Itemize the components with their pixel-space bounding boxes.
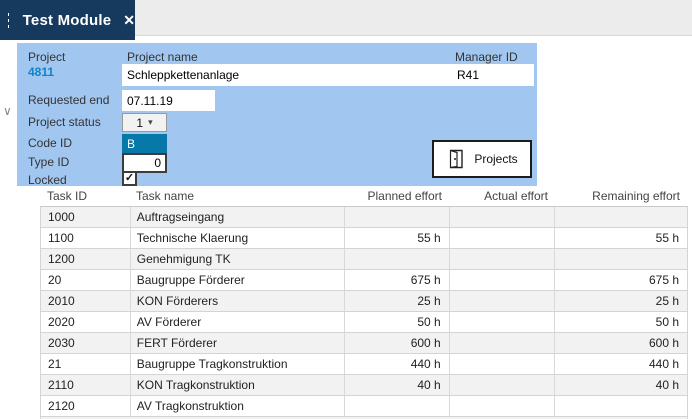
cell-task-id[interactable]: 2010	[41, 291, 131, 311]
close-icon[interactable]: ✕	[123, 12, 135, 28]
table-row: 2020 AV Förderer 50 h 50 h	[41, 312, 687, 333]
cell-remaining[interactable]: 55 h	[655, 231, 680, 245]
chevron-down-icon: ▾	[148, 117, 153, 127]
cell-task-id[interactable]: 2030	[41, 333, 131, 353]
table-row: 2110 KON Tragkonstruktion 40 h 40 h	[41, 375, 687, 396]
cell-planned[interactable]	[345, 396, 450, 416]
cell-remaining[interactable]: 675 h	[648, 273, 680, 287]
cell-remaining[interactable]: 25 h	[655, 294, 680, 308]
project-form-panel: Project Project name Manager ID 4811 Req…	[17, 43, 537, 187]
header-remaining-effort: Remaining effort	[592, 189, 680, 203]
cell-actual[interactable]	[450, 249, 556, 269]
cell-task-name[interactable]: KON Förderers	[131, 291, 346, 311]
cell-actual[interactable]	[450, 291, 556, 311]
cell-remaining[interactable]: 440 h	[648, 357, 680, 371]
cell-remaining[interactable]: 600 h	[648, 336, 680, 350]
code-id-label: Code ID	[28, 136, 73, 150]
cell-task-id[interactable]: 1200	[41, 249, 131, 269]
cell-task-name[interactable]: AV Tragkonstruktion	[131, 396, 346, 416]
cell-planned[interactable]: 25 h	[345, 291, 450, 311]
cell-actual[interactable]	[450, 354, 556, 374]
project-name-field[interactable]	[122, 64, 452, 86]
cell-task-id[interactable]: 20	[41, 270, 131, 290]
table-row: 21 Baugruppe Tragkonstruktion 440 h 440 h	[41, 354, 687, 375]
project-name-label: Project name	[127, 50, 198, 64]
table-row: 1000 Auftragseingang	[41, 207, 687, 228]
cell-planned[interactable]: 675 h	[345, 270, 450, 290]
cell-task-name[interactable]: Technische Klaerung	[131, 228, 346, 248]
cell-actual[interactable]	[450, 228, 556, 248]
cell-task-name[interactable]: Baugruppe Förderer	[131, 270, 346, 290]
cell-remaining[interactable]	[555, 249, 687, 269]
cell-planned[interactable]: 50 h	[345, 312, 450, 332]
table-row: 2120 AV Tragkonstruktion	[41, 396, 687, 417]
cell-task-id[interactable]: 2110	[41, 375, 131, 395]
cell-task-name[interactable]: FERT Förderer	[131, 333, 346, 353]
menu-icon[interactable]	[8, 12, 9, 28]
type-id-label: Type ID	[28, 155, 70, 169]
cell-task-id[interactable]: 2020	[41, 312, 131, 332]
header-task-id: Task ID	[47, 189, 88, 203]
cell-planned[interactable]: 600 h	[345, 333, 450, 353]
cell-planned[interactable]	[345, 249, 450, 269]
code-id-field[interactable]: B	[122, 134, 167, 154]
project-status-label: Project status	[28, 115, 101, 129]
project-status-select[interactable]: 1 ▾	[122, 113, 167, 132]
collapse-chevron-icon[interactable]: ∨	[3, 104, 12, 118]
projects-button-label: Projects	[474, 152, 518, 166]
cell-planned[interactable]: 55 h	[345, 228, 450, 248]
cell-task-name[interactable]: Baugruppe Tragkonstruktion	[131, 354, 346, 374]
project-status-value: 1	[136, 115, 144, 130]
task-table: Task ID Task name Planned effort Actual …	[40, 187, 688, 419]
cell-planned[interactable]: 440 h	[345, 354, 450, 374]
cell-actual[interactable]	[450, 375, 556, 395]
requested-end-field[interactable]	[122, 90, 215, 111]
cell-remaining[interactable]: 50 h	[655, 315, 680, 329]
cell-task-name[interactable]: KON Tragkonstruktion	[131, 375, 346, 395]
cell-planned[interactable]: 40 h	[345, 375, 450, 395]
type-id-field[interactable]	[122, 153, 167, 173]
task-table-body: 1000 Auftragseingang 1100 Technische Klaeru…	[40, 206, 688, 419]
cell-actual[interactable]	[450, 333, 556, 353]
cell-remaining[interactable]	[555, 207, 687, 227]
cell-task-name[interactable]: Auftragseingang	[131, 207, 346, 227]
cell-actual[interactable]	[450, 396, 556, 416]
tab-test-module[interactable]: Test Module ✕	[0, 0, 135, 40]
table-row: 1100 Technische Klaerung 55 h 55 h	[41, 228, 687, 249]
manager-id-field[interactable]	[452, 64, 534, 86]
cell-remaining[interactable]: 40 h	[655, 378, 680, 392]
cell-planned[interactable]	[345, 207, 450, 227]
cell-task-id[interactable]: 21	[41, 354, 131, 374]
header-planned-effort: Planned effort	[367, 189, 442, 203]
cell-actual[interactable]	[450, 312, 556, 332]
cell-actual[interactable]	[450, 270, 556, 290]
header-task-name: Task name	[136, 189, 195, 203]
cell-task-name[interactable]: Genehmigung TK	[131, 249, 346, 269]
cell-task-id[interactable]: 1000	[41, 207, 131, 227]
table-row: 2010 KON Förderers 25 h 25 h	[41, 291, 687, 312]
table-row: 20 Baugruppe Förderer 675 h 675 h	[41, 270, 687, 291]
task-table-header: Task ID Task name Planned effort Actual …	[40, 187, 688, 206]
project-label: Project	[28, 50, 66, 64]
cell-task-name[interactable]: AV Förderer	[131, 312, 346, 332]
manager-id-label: Manager ID	[455, 50, 518, 64]
table-row: 1200 Genehmigung TK	[41, 249, 687, 270]
requested-end-label: Requested end	[28, 93, 110, 107]
table-row: 2030 FERT Förderer 600 h 600 h	[41, 333, 687, 354]
project-id-link[interactable]: 4811	[28, 65, 55, 79]
door-icon	[450, 149, 464, 169]
checkmark-icon: ✓	[124, 172, 135, 184]
cell-remaining[interactable]	[555, 396, 687, 416]
projects-button[interactable]: Projects	[432, 140, 532, 178]
cell-actual[interactable]	[450, 207, 556, 227]
header-actual-effort: Actual effort	[484, 189, 548, 203]
cell-task-id[interactable]: 1100	[41, 228, 131, 248]
locked-checkbox[interactable]: ✓	[122, 171, 137, 186]
cell-task-id[interactable]: 2120	[41, 396, 131, 416]
tab-title: Test Module	[22, 11, 112, 29]
locked-label: Locked	[28, 173, 67, 187]
